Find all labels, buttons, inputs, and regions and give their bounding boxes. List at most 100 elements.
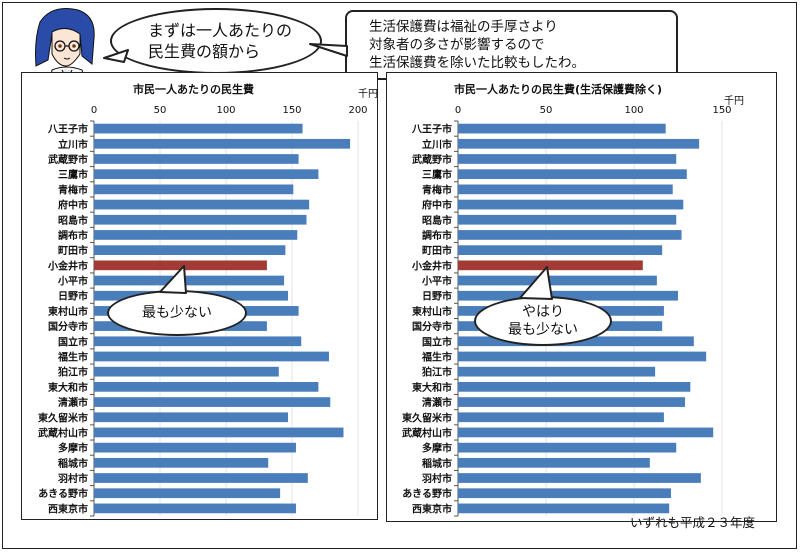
right-bar-16	[458, 366, 656, 377]
left-bar-19	[94, 412, 289, 423]
left-bar-18	[94, 397, 331, 407]
left-category-label-3: 三鷹市	[58, 168, 88, 181]
right-category-label-23: 羽村市	[422, 472, 452, 485]
left-category-label-5: 府中市	[58, 199, 88, 212]
left-category-label-0: 八王子市	[47, 123, 88, 136]
right-category-label-10: 小平市	[421, 275, 452, 288]
left-category-label-17: 東大和市	[48, 381, 88, 394]
left-bar-0	[94, 123, 303, 134]
right-category-label-21: 多摩市	[422, 442, 452, 455]
right-tick-label-3: 150	[712, 105, 731, 116]
left-category-label-16: 狛江市	[57, 366, 88, 379]
right-category-label-12: 東村山市	[412, 305, 452, 318]
right-category-label-3: 三鷹市	[422, 168, 452, 181]
right-category-label-2: 武蔵野市	[412, 153, 452, 166]
left-category-label-24: あきる野市	[38, 487, 88, 500]
right-bar-24	[458, 488, 671, 499]
right-bar-3	[458, 169, 687, 180]
left-tick-label-4: 200	[348, 105, 367, 116]
left-bar-25	[94, 503, 296, 514]
left-bar-3	[94, 169, 319, 180]
left-bar-21	[94, 442, 296, 453]
left-bar-14	[94, 336, 302, 347]
right-bar-25	[458, 503, 670, 514]
left-bar-4	[94, 184, 294, 195]
left-bar-2	[94, 154, 299, 164]
left-category-label-23: 羽村市	[58, 472, 88, 485]
right-bar-1	[458, 138, 700, 149]
left-category-label-19: 東久留米市	[38, 411, 88, 424]
right-category-label-5: 府中市	[422, 199, 452, 212]
right-bar-18	[458, 397, 686, 407]
chart-title-right: 市民一人あたりの民生費(生活保護費除く)	[454, 83, 663, 96]
left-category-label-21: 多摩市	[58, 442, 88, 455]
right-category-label-13: 国分寺市	[412, 320, 452, 333]
left-bar-17	[94, 382, 319, 392]
right-tick-label-0: 0	[455, 105, 461, 116]
right-bar-6	[458, 214, 677, 225]
right-bar-23	[458, 473, 701, 483]
right-category-label-17: 東大和市	[412, 381, 452, 394]
right-bar-7	[458, 230, 682, 240]
right-category-label-14: 国立市	[422, 335, 452, 348]
right-bar-19	[458, 412, 664, 423]
left-tick-label-0: 0	[91, 105, 97, 116]
speech-callout-right: やはり 最も少ない	[474, 296, 612, 346]
right-tick-label-2: 100	[624, 105, 643, 116]
left-category-label-22: 稲城市	[58, 457, 88, 470]
left-category-label-20: 武蔵村山市	[38, 426, 88, 439]
left-category-label-6: 昭島市	[58, 214, 88, 227]
speech-callout-left: 最も少ない	[107, 290, 247, 336]
right-category-label-16: 狛江市	[421, 366, 452, 379]
right-category-label-19: 東久留米市	[402, 411, 452, 424]
left-category-label-25: 西東京市	[48, 502, 88, 515]
right-category-label-6: 昭島市	[422, 214, 452, 227]
right-bar-5	[458, 199, 684, 210]
bubble-explanation-line-3: 生活保護費を除いた比較もしたわ。	[369, 55, 585, 71]
left-bar-7	[94, 230, 298, 240]
right-category-label-22: 稲城市	[422, 457, 452, 470]
right-bar-9	[458, 260, 643, 271]
right-category-label-25: 西東京市	[412, 502, 452, 515]
bubble-intro-line-2: 民生費の額から	[147, 42, 260, 61]
left-category-label-15: 福生市	[57, 350, 88, 363]
left-category-label-13: 国分寺市	[48, 320, 88, 333]
right-category-label-24: あきる野市	[402, 487, 452, 500]
left-tick-label-3: 150	[282, 105, 301, 116]
right-unit-label: 千円	[724, 95, 744, 107]
right-bar-17	[458, 382, 691, 392]
left-unit-label: 千円	[358, 88, 378, 100]
left-category-label-10: 小平市	[57, 275, 88, 288]
left-tick-label-2: 100	[216, 105, 235, 116]
right-category-label-18: 清瀬市	[422, 396, 452, 409]
right-bar-21	[458, 442, 677, 453]
left-bar-20	[94, 427, 344, 438]
left-category-label-18: 清瀬市	[58, 396, 88, 409]
right-category-label-7: 調布市	[422, 229, 452, 242]
left-bar-22	[94, 457, 269, 468]
left-category-label-9: 小金井市	[47, 259, 88, 272]
left-category-label-2: 武蔵野市	[48, 153, 88, 166]
footer-note: いずれも平成２３年度	[630, 515, 756, 530]
left-bar-23	[94, 473, 308, 483]
left-category-label-4: 青梅市	[58, 183, 88, 196]
bubble-explanation-line-2: 対象者の多さが影響するので	[369, 37, 545, 53]
right-bar-0	[458, 123, 666, 134]
left-category-label-1: 立川市	[58, 138, 88, 151]
right-category-label-1: 立川市	[422, 138, 452, 151]
left-bar-5	[94, 199, 310, 210]
left-category-label-14: 国立市	[58, 335, 88, 348]
callout-right-line-1: やはり	[522, 304, 564, 320]
speech-bubble-intro: まずは一人あたりの 民生費の額から	[110, 8, 322, 74]
bubble-explanation-line-1: 生活保護費は福祉の手厚さより	[369, 19, 558, 35]
right-bar-2	[458, 154, 677, 164]
left-category-label-7: 調布市	[58, 229, 88, 242]
left-bar-1	[94, 138, 351, 149]
right-tick-label-1: 50	[540, 105, 553, 116]
callout-left-text: 最も少ない	[142, 305, 212, 321]
bubble-intro-line-1: まずは一人あたりの	[147, 21, 292, 40]
right-bar-10	[458, 275, 657, 286]
right-bar-11	[458, 290, 678, 301]
right-category-label-4: 青梅市	[422, 183, 452, 196]
